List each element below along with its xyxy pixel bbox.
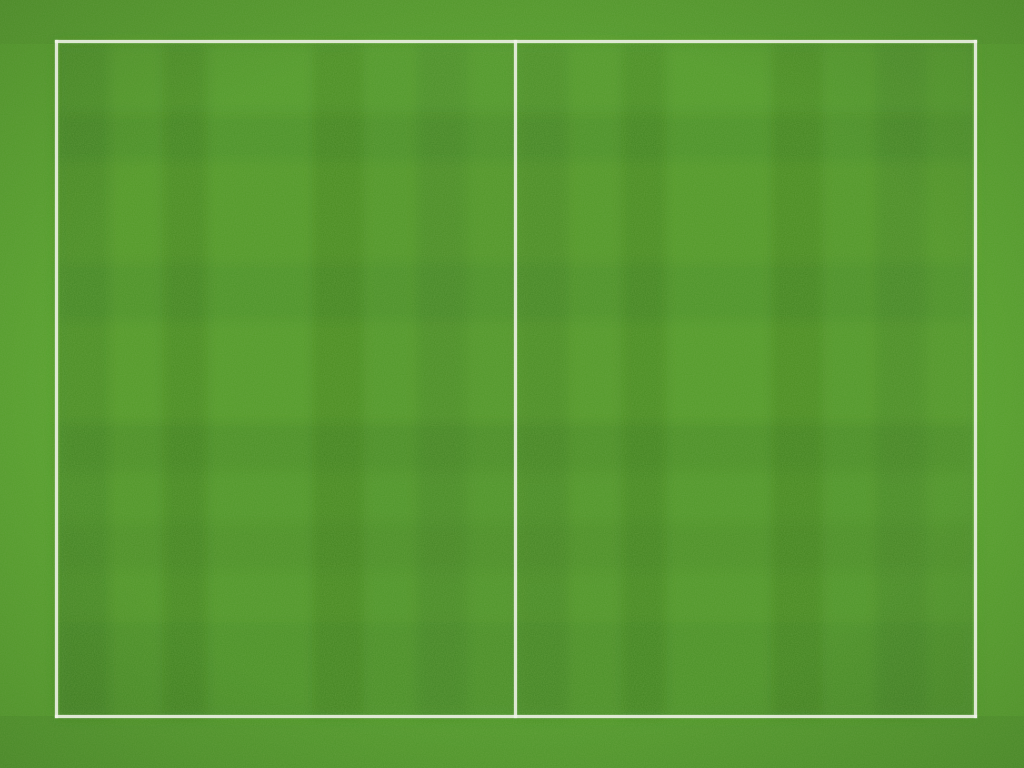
goal-line-left bbox=[55, 40, 58, 718]
halfway-line bbox=[514, 40, 517, 718]
goal-line-right bbox=[974, 40, 977, 718]
